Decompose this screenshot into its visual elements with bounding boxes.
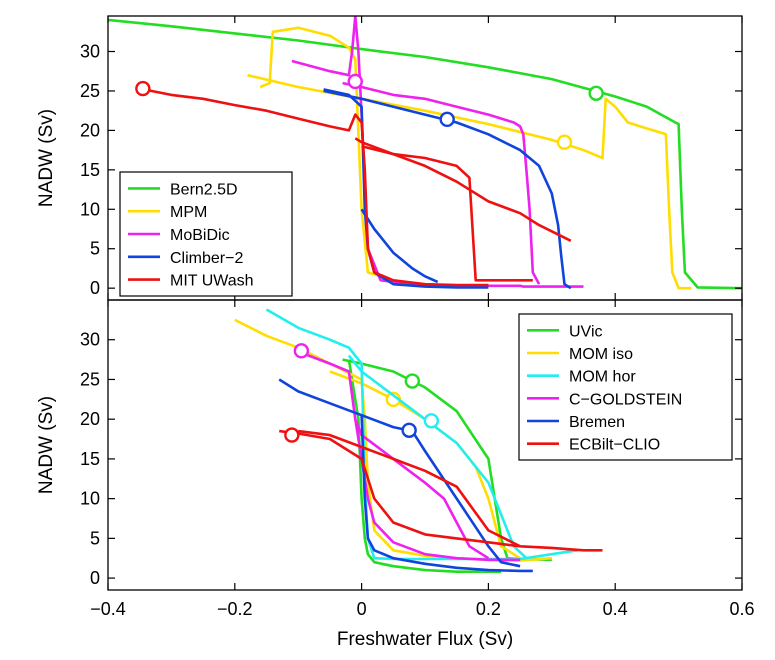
legend-entry: Bern2.5D (170, 181, 238, 198)
marker-mpm (556, 134, 573, 150)
legend-entry: ECBilt−CLIO (569, 437, 660, 454)
legend-entry: Bremen (569, 414, 625, 431)
legend-box (518, 313, 733, 461)
series-line-mit-uwash-upper (354, 137, 572, 242)
legend-entry: MOM iso (569, 346, 633, 363)
series-line-uvic-lower (347, 359, 502, 574)
y-axis-label: NADW (Sv) (36, 396, 57, 494)
series-line-mom-hor-upper (347, 354, 528, 560)
x-tick-label: 0 (357, 599, 367, 619)
series-line-bern2-5d (108, 18, 742, 290)
y-tick-label: 30 (80, 330, 100, 350)
panels: 0 5 10 15 20 25 30 NADW (Sv) Bern2.5D MPM MoBiDic C… (36, 15, 755, 619)
x-tick-label: 0.2 (476, 599, 501, 619)
series-line-mit-uwash (139, 87, 489, 287)
x-tick-label: −0.4 (90, 599, 126, 619)
series-line-mpm (247, 73, 692, 290)
y-tick-label: 5 (90, 528, 100, 548)
marker-mobidic (347, 73, 363, 90)
y-tick-label: 5 (90, 239, 100, 259)
y-tick-label: 20 (80, 409, 100, 429)
series-line-climber-2-upper (323, 89, 572, 290)
series-line-mit-uwash-lower (361, 144, 533, 282)
marker-ecbilt-clio (284, 427, 300, 443)
marker-bern2-5d (588, 85, 604, 102)
legend-entry: UVic (569, 323, 603, 340)
series-lines (234, 308, 603, 574)
y-tick-label: 15 (80, 160, 100, 180)
x-tick-label: 0.4 (603, 599, 628, 619)
series-lines (108, 16, 742, 290)
marker-climber-2 (439, 111, 455, 128)
marker-mit-uwash (135, 80, 151, 97)
legend-entry: C−GOLDSTEIN (569, 391, 682, 408)
marker-c-goldstein (293, 343, 310, 359)
legend-entry: MOM hor (569, 369, 636, 386)
y-tick-label: 0 (90, 568, 100, 588)
y-tick-label: 15 (80, 449, 100, 469)
y-tick-label: 10 (80, 199, 100, 219)
y-tick-label: 10 (80, 489, 100, 509)
x-tick-label: −0.2 (217, 599, 253, 619)
x-axis-label: Freshwater Flux (Sv) (337, 629, 513, 650)
y-axis-label: NADW (Sv) (36, 109, 57, 207)
series-line-mom-iso-upper (329, 370, 521, 560)
plot-frame (107, 299, 743, 591)
series-line-bremen-upper (361, 413, 521, 568)
legend-entry: MoBiDic (170, 227, 230, 244)
series-line-climber-2-lower (360, 208, 439, 284)
series-line-bremen (278, 378, 533, 573)
x-tick-label: 0.6 (729, 599, 754, 619)
marker-mom-hor (423, 413, 440, 429)
legend-entry: MPM (170, 204, 207, 221)
y-tick-label: 25 (80, 81, 100, 101)
series-line-mpm-upper (259, 26, 394, 282)
panel-2: −0.4 −0.2 0 0.2 0.4 0.6 0 5 10 15 20 25 30 NADW (Sv) U… (36, 299, 755, 619)
series-line-mobidic-upper (342, 81, 541, 285)
series-line-mobidic (291, 16, 584, 288)
y-tick-label: 30 (80, 42, 100, 62)
series-line-ecbilt-clio (279, 429, 603, 552)
legend: UVic MOM iso MOM hor C−GOLDSTEIN Bremen ECBil… (518, 313, 733, 461)
marker-bremen (401, 422, 417, 439)
y-tick-label: 0 (90, 278, 100, 298)
series-line-c-goldstein-upper (354, 418, 490, 560)
panel-1: 0 5 10 15 20 25 30 NADW (Sv) Bern2.5D MPM MoBiDic C… (36, 15, 743, 301)
series-line-c-goldstein (297, 350, 521, 562)
marker-uvic (404, 373, 421, 389)
y-tick-label: 20 (80, 120, 100, 140)
y-tick-label: 25 (80, 369, 100, 389)
legend-entry: MIT UWash (170, 273, 254, 290)
legend: Bern2.5D MPM MoBiDic Climber−2 MIT UWash (119, 171, 293, 297)
legend-entry: Climber−2 (170, 250, 243, 267)
series-line-ecbilt-clio-upper (298, 429, 521, 548)
